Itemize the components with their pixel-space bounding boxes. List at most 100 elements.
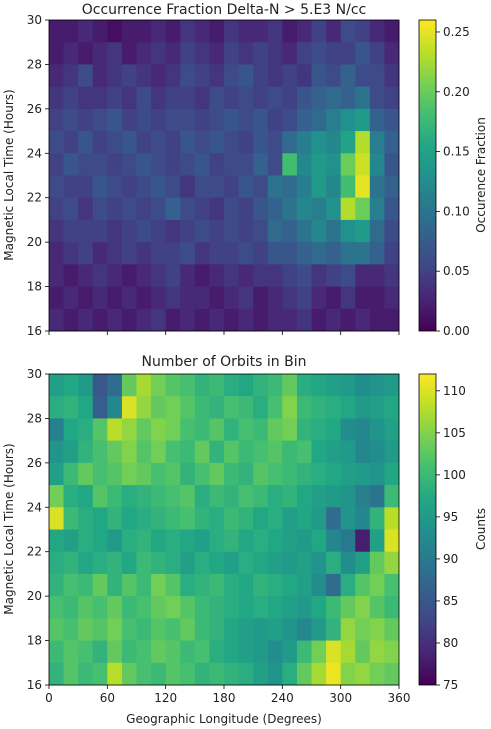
heatmap-cell — [355, 42, 371, 65]
x-tick-label: 0 — [45, 691, 53, 705]
heatmap-cell — [369, 286, 385, 310]
heatmap-cell — [151, 108, 167, 132]
heatmap-cell — [180, 618, 196, 641]
heatmap-cell — [340, 596, 356, 619]
heatmap-cell — [92, 64, 108, 88]
heatmap-cell — [180, 573, 196, 597]
heatmap-cell — [340, 42, 356, 65]
heatmap-cell — [296, 308, 312, 332]
heatmap-cell — [253, 573, 269, 597]
heatmap-cell — [369, 131, 385, 154]
heatmap-cell — [384, 131, 400, 154]
heatmap-cell — [151, 286, 167, 310]
heatmap-cell — [92, 396, 108, 419]
heatmap-cell — [92, 197, 108, 221]
heatmap-cell — [267, 507, 283, 530]
heatmap-cell — [282, 153, 298, 176]
x-axis — [48, 331, 400, 335]
occurrence-chart: Occurrence Fraction Delta-N > 5.E3 N/cc … — [2, 2, 488, 338]
heatmap-cell — [326, 462, 342, 486]
heatmap-cell — [49, 197, 64, 221]
heatmap-cell — [355, 86, 371, 110]
heatmap-cell — [282, 485, 298, 508]
heatmap-cell — [121, 308, 137, 332]
heatmap-cell — [92, 20, 108, 43]
heatmap-cell — [78, 264, 94, 287]
heatmap-cell — [340, 462, 356, 486]
heatmap-cell — [326, 640, 342, 664]
heatmap-cell — [311, 308, 327, 332]
heatmap-cell — [121, 618, 137, 641]
heatmap-cell — [63, 264, 79, 287]
heatmap-cell — [63, 573, 79, 597]
heatmap-cell — [296, 153, 312, 176]
heatmap-cell — [136, 418, 152, 442]
heatmap-cell — [238, 219, 254, 243]
heatmap-cell — [267, 396, 283, 419]
heatmap-cell — [165, 197, 181, 221]
heatmap-cell — [121, 175, 137, 199]
heatmap-cell — [194, 485, 210, 508]
heatmap-cell — [151, 20, 167, 43]
heatmap-cell — [282, 418, 298, 442]
heatmap-cell — [92, 596, 108, 619]
heatmap-cell — [267, 551, 283, 575]
heatmap-cell — [340, 662, 356, 686]
heatmap-cell — [311, 440, 327, 464]
heatmap-cell — [209, 596, 225, 619]
heatmap-cell — [165, 308, 181, 332]
heatmap-cell — [282, 596, 298, 619]
heatmap-cell — [369, 86, 385, 110]
heatmap-cell — [180, 197, 196, 221]
heatmap-cell — [326, 131, 342, 154]
heatmap-cell — [136, 86, 152, 110]
heatmap-cell — [151, 573, 167, 597]
heatmap-cell — [311, 197, 327, 221]
heatmap-cell — [340, 108, 356, 132]
heatmap-cell — [49, 485, 64, 508]
heatmap-cell — [78, 374, 94, 397]
heatmap-cell — [238, 264, 254, 287]
heatmap-cell — [311, 551, 327, 575]
heatmap-cell — [253, 42, 269, 65]
heatmap-cell — [194, 86, 210, 110]
y-tick-label: 18 — [27, 634, 42, 648]
heatmap-cell — [384, 108, 400, 132]
heatmap-cell — [282, 131, 298, 154]
heatmap-cell — [282, 197, 298, 221]
heatmap-cell — [180, 219, 196, 243]
heatmap-cell — [136, 618, 152, 641]
heatmap-cell — [209, 42, 225, 65]
heatmap-cell — [107, 86, 123, 110]
heatmap-cell — [340, 485, 356, 508]
heatmap-cell — [253, 507, 269, 530]
heatmap-cell — [49, 662, 64, 686]
heatmap-cell — [282, 175, 298, 199]
heatmap-cell — [121, 286, 137, 310]
heatmap-cell — [194, 596, 210, 619]
heatmap-cell — [107, 462, 123, 486]
heatmap-cell — [369, 640, 385, 664]
heatmap-cell — [107, 618, 123, 641]
heatmap-cell — [267, 131, 283, 154]
heatmap-cell — [238, 64, 254, 88]
heatmap-cell — [151, 462, 167, 486]
heatmap-cell — [78, 108, 94, 132]
heatmap-cell — [384, 64, 400, 88]
heatmap-cell — [340, 153, 356, 176]
heatmap-cell — [384, 396, 400, 419]
heatmap-cell — [151, 86, 167, 110]
heatmap-cell — [384, 374, 400, 397]
heatmap-cell — [92, 131, 108, 154]
heatmap-cell — [369, 573, 385, 597]
heatmap-cell — [355, 197, 371, 221]
heatmap-cell — [78, 529, 94, 553]
heatmap-cell — [282, 42, 298, 65]
heatmap-cell — [180, 374, 196, 397]
heatmap-cell — [238, 308, 254, 332]
heatmap-cell — [238, 86, 254, 110]
heatmap-cell — [63, 462, 79, 486]
heatmap-cell — [384, 219, 400, 243]
heatmap-cell — [224, 42, 239, 65]
heatmap-cell — [121, 108, 137, 132]
